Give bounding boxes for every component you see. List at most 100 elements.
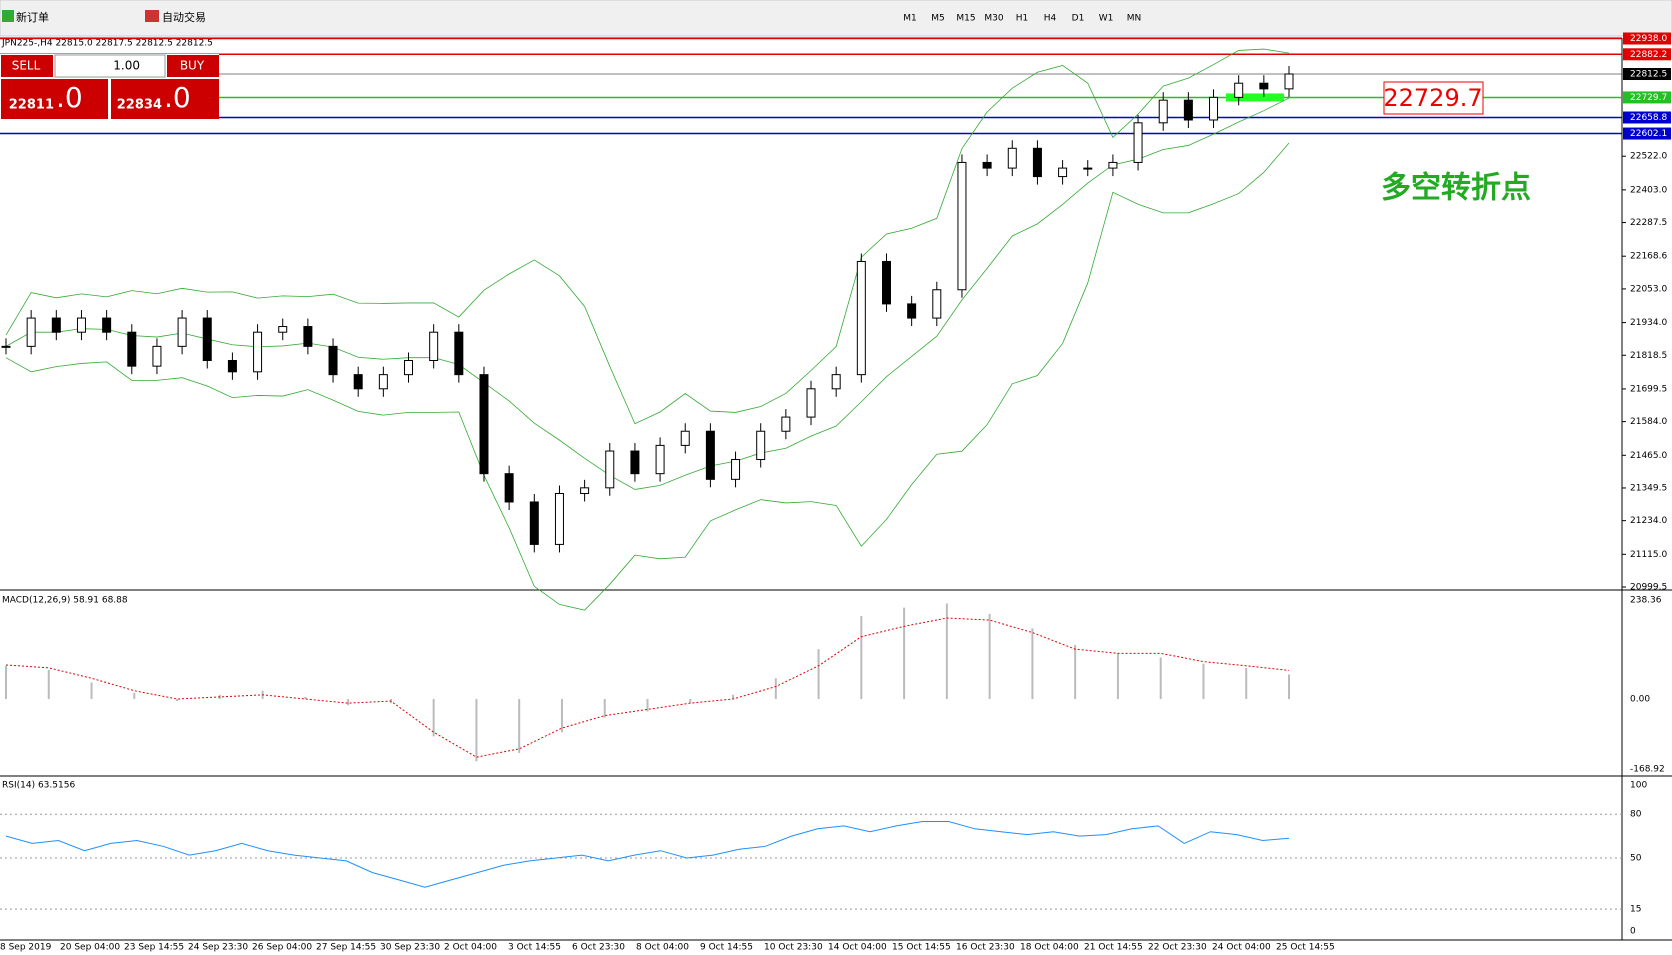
level-label: 22729.7 xyxy=(1630,93,1667,103)
candle xyxy=(328,345,338,376)
candle xyxy=(1234,82,1244,98)
price-label: 22522.0 xyxy=(1630,152,1667,162)
level-tag xyxy=(1623,111,1671,124)
macd-label: MACD(12,26,9) 58.91 68.88 xyxy=(2,596,128,606)
timeframe[interactable]: M5 xyxy=(931,14,945,24)
candle xyxy=(378,374,388,390)
candle xyxy=(278,326,288,333)
price-label: 21699.5 xyxy=(1630,384,1667,394)
macd-bar xyxy=(432,699,435,737)
macd-bar xyxy=(1202,663,1205,699)
price-label: 21465.0 xyxy=(1630,451,1667,461)
candle xyxy=(504,473,514,503)
macd-bar xyxy=(5,665,7,699)
macd-bar xyxy=(603,699,606,718)
macd-bar xyxy=(47,669,50,699)
candle xyxy=(479,374,489,475)
candle xyxy=(957,161,967,291)
time-label: 3 Oct 14:55 xyxy=(508,943,561,953)
trade-panel: SELL 1.00 BUY 22811 .0 22834 .0 xyxy=(0,54,219,119)
candle xyxy=(932,289,942,319)
candle xyxy=(529,501,539,545)
price-label: 22403.0 xyxy=(1630,185,1667,195)
ask-box[interactable] xyxy=(111,79,219,119)
candle xyxy=(806,388,816,418)
timeframe[interactable]: M15 xyxy=(956,14,975,24)
sell-label[interactable]: SELL xyxy=(12,59,41,73)
candle xyxy=(177,317,187,347)
time-label: 6 Oct 23:30 xyxy=(572,943,625,953)
ask-frac: .0 xyxy=(164,81,191,114)
level-tag xyxy=(1623,48,1671,61)
level-annotation: 22729.7 xyxy=(1383,84,1482,112)
macd-bar xyxy=(1159,657,1162,699)
time-label: 26 Sep 04:00 xyxy=(252,943,312,953)
sell-button[interactable] xyxy=(1,55,53,77)
candle xyxy=(1183,99,1193,121)
macd-bar xyxy=(732,694,735,699)
candle xyxy=(102,317,112,333)
new-order[interactable]: 新订单 xyxy=(16,10,49,24)
timeframe[interactable]: MN xyxy=(1127,14,1142,24)
candle xyxy=(630,450,640,475)
timeframe[interactable]: M1 xyxy=(903,14,917,24)
candle xyxy=(881,260,891,305)
candle xyxy=(1209,96,1219,121)
candle xyxy=(856,260,866,376)
candle xyxy=(51,317,61,333)
macd-tick: 0.00 xyxy=(1630,695,1650,705)
candle xyxy=(253,331,263,373)
time-label: 16 Oct 23:30 xyxy=(956,943,1015,953)
level-tag xyxy=(1623,68,1671,81)
timeframe[interactable]: W1 xyxy=(1099,14,1114,24)
price-label: 21818.5 xyxy=(1630,351,1667,361)
bid-box[interactable] xyxy=(1,79,108,119)
price-label: 21234.0 xyxy=(1630,516,1667,526)
bid-main: 22811 xyxy=(9,98,54,113)
macd-bar xyxy=(475,699,478,762)
candle xyxy=(1259,82,1269,90)
buy-button[interactable] xyxy=(167,55,219,77)
time-label: 10 Oct 23:30 xyxy=(764,943,823,953)
timeframe[interactable]: H1 xyxy=(1016,14,1029,24)
macd-bar xyxy=(1288,674,1290,699)
lots[interactable]: 1.00 xyxy=(113,59,140,73)
icon xyxy=(2,10,14,22)
time-label: 30 Sep 23:30 xyxy=(380,943,440,953)
price-label: 21115.0 xyxy=(1630,550,1667,560)
candle xyxy=(454,331,464,376)
time-label: 8 Oct 04:00 xyxy=(636,943,689,953)
level-label: 22602.1 xyxy=(1630,129,1667,139)
bid-frac: .0 xyxy=(56,81,83,114)
time-label: 22 Oct 23:30 xyxy=(1148,943,1207,953)
timeframe[interactable]: M30 xyxy=(984,14,1003,24)
macd-bar xyxy=(860,615,863,699)
band xyxy=(5,48,1290,425)
candle xyxy=(781,416,791,432)
macd-bar xyxy=(903,607,906,699)
candle xyxy=(982,161,992,169)
macd-bar xyxy=(988,613,991,699)
candle xyxy=(705,430,715,480)
time-label: 9 Oct 14:55 xyxy=(700,943,753,953)
candle xyxy=(1133,122,1143,163)
macd-bar xyxy=(518,699,521,753)
price-label: 22287.5 xyxy=(1630,218,1667,228)
level-label: 22882.2 xyxy=(1630,50,1667,60)
buy-label[interactable]: BUY xyxy=(180,59,205,73)
annotation-box xyxy=(1383,81,1484,115)
timeframe[interactable]: D1 xyxy=(1072,14,1085,24)
price-label: 21584.0 xyxy=(1630,417,1667,427)
level-highlight xyxy=(1226,93,1284,102)
timeframe[interactable]: H4 xyxy=(1044,14,1057,24)
macd-signal xyxy=(5,617,1290,758)
candle xyxy=(1032,147,1042,178)
macd-bar xyxy=(560,699,563,733)
lots-input[interactable] xyxy=(54,54,166,78)
macd-bar xyxy=(689,699,692,704)
price-label: 22053.0 xyxy=(1630,284,1667,294)
rsi-label: RSI(14) 63.5156 xyxy=(2,781,75,791)
auto-trading[interactable]: 自动交易 xyxy=(162,10,206,24)
candle xyxy=(1058,167,1068,178)
